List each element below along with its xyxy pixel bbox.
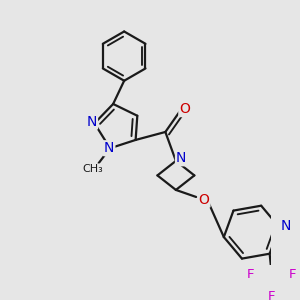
Text: N: N [104,141,114,155]
Text: F: F [247,268,254,281]
Text: F: F [289,268,296,281]
Text: F: F [268,290,275,300]
Text: N: N [87,115,97,128]
Text: CH₃: CH₃ [82,164,103,174]
Text: O: O [199,193,209,207]
Text: N: N [281,219,292,233]
Text: O: O [179,102,190,116]
Text: N: N [176,151,186,165]
